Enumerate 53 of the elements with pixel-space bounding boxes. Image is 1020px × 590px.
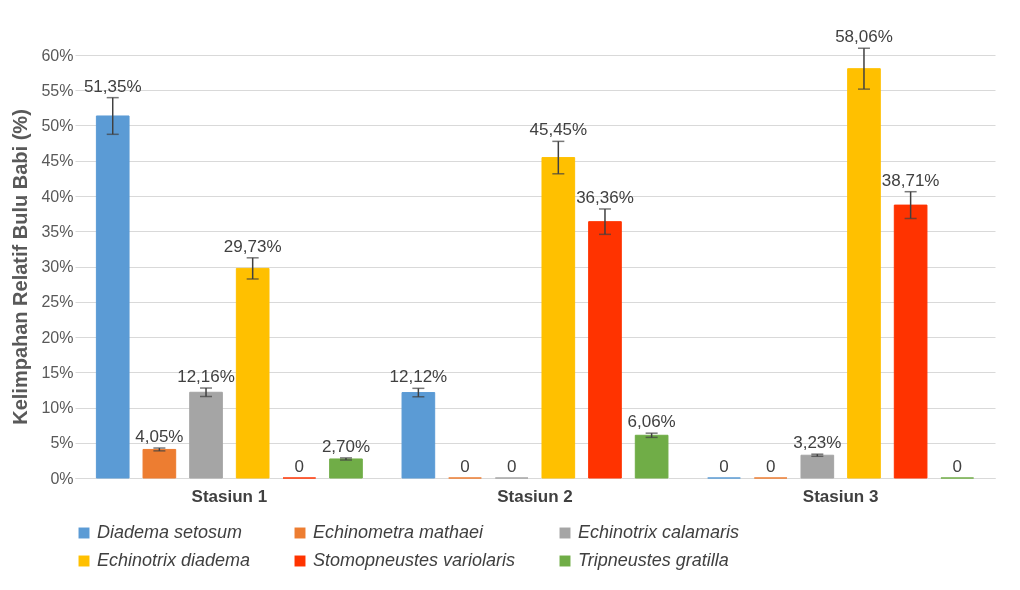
data-label: 45,45% bbox=[529, 120, 588, 140]
y-tick-label: 0% bbox=[50, 469, 74, 487]
legend-label: Echinotrix diadema bbox=[97, 550, 251, 570]
y-tick-label: 25% bbox=[41, 293, 74, 311]
bar bbox=[634, 434, 669, 479]
data-label: 0 bbox=[952, 457, 963, 476]
data-label: 0 bbox=[765, 457, 776, 476]
data-label: 3,23% bbox=[793, 433, 842, 453]
bar bbox=[847, 68, 881, 479]
bar bbox=[189, 391, 223, 479]
y-tick-label: 35% bbox=[41, 222, 74, 240]
y-tick-label: 30% bbox=[41, 258, 74, 275]
legend-label: Echinometra mathaei bbox=[313, 522, 485, 542]
legend-label: Echinotrix calamaris bbox=[578, 522, 740, 542]
legend-label: Diadema setosum bbox=[97, 522, 243, 542]
y-tick-label: 5% bbox=[50, 434, 74, 452]
data-label: 0 bbox=[719, 457, 729, 476]
y-tick-label: 45% bbox=[41, 152, 74, 170]
y-tick-label: 10% bbox=[41, 399, 74, 416]
legend-label: Tripneustes gratilla bbox=[578, 550, 729, 570]
data-label: 0 bbox=[506, 457, 517, 476]
data-label: 12,16% bbox=[177, 367, 235, 387]
data-label: 36,36% bbox=[576, 187, 634, 207]
bar bbox=[893, 204, 928, 479]
y-axis-title: Kelimpahan Relatif Bulu Babi (%) bbox=[9, 109, 32, 425]
data-label: 38,71% bbox=[881, 170, 940, 190]
bar bbox=[142, 448, 177, 479]
y-tick-label: 50% bbox=[41, 117, 74, 134]
bar bbox=[401, 392, 436, 479]
y-tick-label: 40% bbox=[41, 187, 74, 205]
x-tick-label: Stasiun 2 bbox=[497, 486, 573, 506]
x-tick-label: Stasiun 3 bbox=[802, 486, 879, 506]
x-tick-label: Stasiun 1 bbox=[191, 486, 268, 506]
bar bbox=[95, 115, 130, 479]
data-label: 4,05% bbox=[135, 427, 184, 447]
data-label: 29,73% bbox=[223, 236, 282, 256]
bar bbox=[588, 221, 622, 479]
data-label: 0 bbox=[294, 457, 305, 476]
bar bbox=[329, 458, 363, 479]
bar bbox=[541, 157, 576, 479]
y-tick-label: 60% bbox=[41, 46, 74, 64]
data-label: 51,35% bbox=[83, 76, 142, 96]
data-label: 2,70% bbox=[321, 436, 371, 456]
legend-label: Stomopneustes variolaris bbox=[313, 550, 516, 570]
y-tick-label: 55% bbox=[41, 81, 74, 99]
bar bbox=[800, 454, 835, 479]
bar bbox=[235, 267, 270, 479]
y-tick-label: 15% bbox=[41, 363, 74, 381]
y-tick-label: 20% bbox=[41, 328, 74, 346]
data-label: 58,06% bbox=[835, 27, 893, 47]
data-label: 6,06% bbox=[627, 412, 676, 432]
data-label: 0 bbox=[460, 457, 470, 476]
data-label: 12,12% bbox=[389, 367, 448, 387]
